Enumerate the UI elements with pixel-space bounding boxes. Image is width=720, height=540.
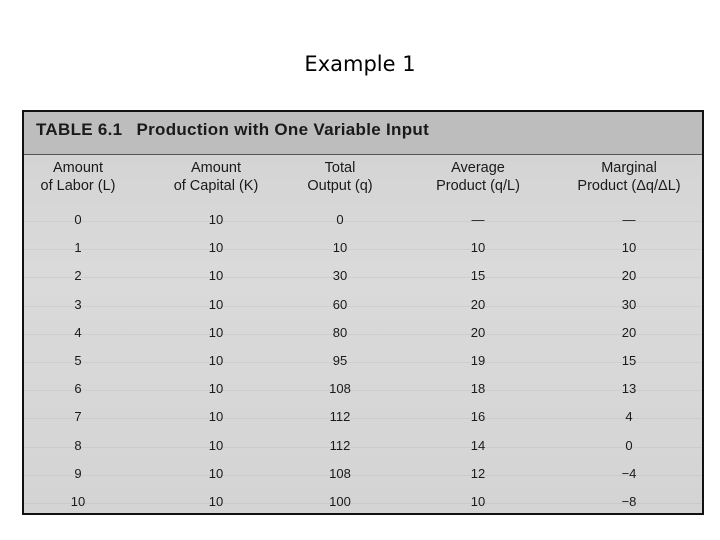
table-cell: 10 bbox=[470, 494, 486, 509]
table-cell: 60 bbox=[332, 296, 348, 312]
table-cell: 5 bbox=[74, 353, 82, 368]
table-caption: Production with One Variable Input bbox=[136, 120, 430, 139]
table-cell: 10 bbox=[332, 240, 348, 256]
slide-title: Example 1 bbox=[304, 52, 416, 76]
table-cell: — bbox=[471, 212, 485, 227]
column-header-line1: Total bbox=[324, 160, 356, 176]
table-cell: 10 bbox=[208, 381, 224, 397]
table-title-band bbox=[24, 112, 702, 155]
table-cell: 8 bbox=[74, 437, 82, 453]
column-header-line2: Product (q/L) bbox=[436, 178, 520, 194]
table-cell: 80 bbox=[332, 324, 348, 340]
table-cell: 100 bbox=[329, 494, 351, 509]
row-guide bbox=[24, 221, 702, 222]
table-cell: 16 bbox=[470, 409, 486, 425]
row-guide bbox=[24, 474, 702, 476]
table-cell: 30 bbox=[332, 268, 348, 284]
table-cell: 4 bbox=[74, 324, 82, 340]
table-cell: 19 bbox=[470, 353, 486, 368]
row-guide bbox=[24, 390, 702, 392]
table-cell: 10 bbox=[208, 465, 224, 481]
table-number: 6.1 bbox=[97, 120, 123, 139]
table-cell: 7 bbox=[74, 409, 82, 425]
table-cell: 1 bbox=[74, 240, 82, 256]
table-cell: 9 bbox=[74, 465, 82, 481]
table-cell: 112 bbox=[329, 409, 351, 425]
row-guide bbox=[24, 362, 702, 363]
table-cell: 15 bbox=[470, 268, 486, 284]
table-cell: 14 bbox=[470, 437, 486, 453]
column-header-line1: Amount bbox=[53, 160, 103, 176]
table-cell: 6 bbox=[74, 381, 82, 397]
table-cell: 10 bbox=[70, 494, 86, 509]
table-title: TABLE 6.1 Production with One Variable Inp… bbox=[36, 120, 429, 140]
column-header: Average Product (q/L) bbox=[418, 159, 538, 195]
table-cell: 10 bbox=[208, 240, 224, 256]
table-cell: 112 bbox=[329, 437, 351, 453]
table-cell: 10 bbox=[208, 494, 224, 509]
table-cell: 0 bbox=[74, 212, 82, 227]
table-cell: −8 bbox=[621, 494, 637, 509]
table-cell: 10 bbox=[621, 240, 637, 256]
row-guide bbox=[24, 333, 702, 335]
row-guide bbox=[24, 418, 702, 420]
column-header-line2: Product (Δq/ΔL) bbox=[577, 178, 681, 194]
table-cell: 2 bbox=[74, 268, 82, 284]
table-cell: 95 bbox=[332, 353, 348, 368]
column-header: Marginal Product (Δq/ΔL) bbox=[559, 159, 699, 195]
column-header-line2: Output (q) bbox=[307, 178, 373, 194]
table-cell: 108 bbox=[329, 381, 351, 397]
table-cell: 20 bbox=[470, 296, 486, 312]
table-cell: 10 bbox=[208, 268, 224, 284]
table-cell: 13 bbox=[621, 381, 637, 397]
column-header: Total Output (q) bbox=[285, 159, 395, 195]
table-cell: 0 bbox=[336, 212, 344, 227]
row-guide bbox=[24, 249, 702, 251]
row-guide bbox=[24, 305, 702, 307]
table-cell: 10 bbox=[208, 437, 224, 453]
column-header: Amount of Capital (K) bbox=[146, 159, 286, 195]
table-cell: 10 bbox=[208, 353, 224, 368]
column-header-line1: Average bbox=[451, 160, 505, 176]
table-cell: −4 bbox=[621, 465, 637, 481]
row-guide bbox=[24, 277, 702, 279]
column-header-line1: Marginal bbox=[601, 160, 657, 176]
table-cell: 20 bbox=[470, 324, 486, 340]
table-cell: 10 bbox=[470, 240, 486, 256]
table-cell: 108 bbox=[329, 465, 351, 481]
table-cell: 15 bbox=[621, 353, 637, 368]
table-cell: — bbox=[622, 212, 636, 227]
column-header: Amount of Labor (L) bbox=[24, 159, 138, 195]
table-cell: 30 bbox=[621, 296, 637, 312]
row-guide bbox=[24, 503, 702, 504]
table-cell: 20 bbox=[621, 324, 637, 340]
table-cell: 10 bbox=[208, 409, 224, 425]
table-cell: 10 bbox=[208, 324, 224, 340]
column-header-line2: of Labor (L) bbox=[40, 178, 116, 194]
table-cell: 10 bbox=[208, 296, 224, 312]
table-cell: 0 bbox=[625, 437, 633, 453]
table-label: TABLE bbox=[36, 120, 93, 139]
table-cell: 18 bbox=[470, 381, 486, 397]
table-cell: 3 bbox=[74, 296, 82, 312]
table-scan: TABLE 6.1 Production with One Variable Inp… bbox=[22, 110, 704, 515]
table-cell: 12 bbox=[470, 465, 486, 481]
column-header-line1: Amount bbox=[191, 160, 241, 176]
row-guide bbox=[24, 446, 702, 448]
table-cell: 20 bbox=[621, 268, 637, 284]
column-header-line2: of Capital (K) bbox=[173, 178, 259, 194]
table-cell: 10 bbox=[208, 212, 224, 227]
table-cell: 4 bbox=[625, 409, 633, 425]
